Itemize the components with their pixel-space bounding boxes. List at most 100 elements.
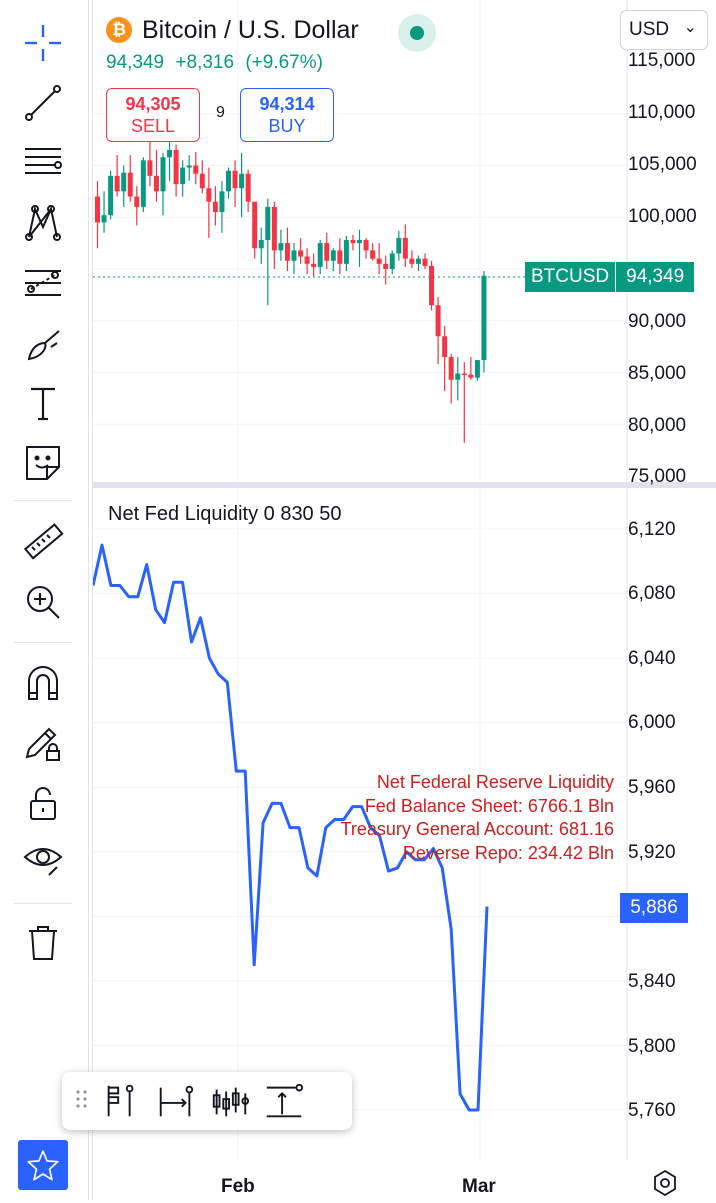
- unlock-icon[interactable]: [18, 778, 68, 828]
- candle-body: [108, 175, 114, 216]
- annotation-line: Fed Balance Sheet: 6766.1 Bln: [364, 795, 614, 816]
- candle-body: [278, 243, 284, 251]
- candle-body: [153, 175, 159, 192]
- ruler-icon[interactable]: [18, 517, 68, 567]
- forecast-icon[interactable]: [18, 258, 68, 308]
- chart-area[interactable]: [92, 0, 716, 1200]
- indicator-axis-label: 5,920: [628, 842, 676, 863]
- chart-settings-gear-icon[interactable]: [650, 1168, 680, 1198]
- sell-label: SELL: [130, 116, 176, 136]
- bars-pattern-icon[interactable]: [208, 1079, 252, 1123]
- magnet-icon[interactable]: [18, 658, 68, 708]
- price-axis-label: 90,000: [628, 311, 687, 332]
- candle-body: [415, 258, 421, 264]
- badge-symbol: BTCUSD: [525, 262, 617, 292]
- favorite-star-button[interactable]: [18, 1140, 68, 1190]
- time-axis-label: Mar: [462, 1176, 496, 1197]
- candle-body: [383, 263, 389, 269]
- candle-body: [474, 360, 480, 378]
- candle-body: [304, 256, 310, 264]
- candle-body: [402, 237, 408, 259]
- liquidity-line: [93, 543, 489, 1112]
- indicator-axis-label: 5,760: [628, 1100, 676, 1121]
- trash-icon[interactable]: [18, 918, 68, 968]
- candle-body: [252, 201, 258, 249]
- candle-body: [239, 173, 245, 189]
- brush-icon[interactable]: [18, 318, 68, 368]
- price-axis-label: 105,000: [628, 154, 697, 175]
- last-price-badge: BTCUSD 94,349: [525, 262, 695, 292]
- flag-marker-icon[interactable]: [100, 1079, 144, 1123]
- trend-line-icon[interactable]: [18, 78, 68, 128]
- fib-levels-icon[interactable]: [18, 138, 68, 188]
- candle-body: [455, 373, 461, 380]
- sticker-icon[interactable]: [18, 438, 68, 488]
- price-axis-label: 75,000: [628, 466, 687, 487]
- candle-body: [330, 250, 336, 261]
- sell-button[interactable]: 94,305 SELL: [106, 88, 200, 142]
- candle-body: [337, 250, 343, 264]
- currency-select[interactable]: USD ⌄: [620, 10, 708, 50]
- star-icon: [27, 1150, 59, 1181]
- lock-drawings-icon[interactable]: [18, 718, 68, 768]
- candle-body: [265, 206, 271, 241]
- chevron-down-icon: ⌄: [683, 19, 697, 36]
- toolbar-divider: [14, 642, 72, 643]
- candle-body: [95, 196, 100, 223]
- toolbar-divider: [14, 903, 72, 904]
- candle-body: [429, 265, 435, 306]
- indicator-annotation: Net Federal Reserve Liquidity Fed Balanc…: [341, 771, 615, 865]
- price-axis-label: 100,000: [628, 206, 697, 227]
- annotation-line: Treasury General Account: 681.16: [340, 819, 615, 839]
- indicator-value-badge: 5,886: [620, 893, 688, 923]
- candle-body: [232, 170, 238, 189]
- date-range-icon[interactable]: [154, 1079, 198, 1123]
- indicator-axis-label: 6,120: [628, 519, 676, 540]
- candle-body: [134, 196, 140, 207]
- candle-body: [350, 240, 356, 244]
- price-range-icon[interactable]: [262, 1079, 306, 1123]
- candle-body: [212, 201, 218, 213]
- indicator-title[interactable]: Net Fed Liquidity 0 830 50: [108, 503, 342, 525]
- grid-lines: [93, 0, 628, 1160]
- buy-label: BUY: [268, 116, 306, 136]
- candle-body: [199, 173, 205, 189]
- pane-separator[interactable]: [93, 482, 716, 488]
- candle-body: [389, 253, 395, 269]
- indicator-axis-label: 6,080: [628, 583, 676, 604]
- candles: [95, 136, 487, 443]
- price-axis-label: 115,000: [628, 50, 696, 71]
- indicator-axis-label: 6,040: [628, 648, 676, 669]
- visibility-eye-icon[interactable]: [18, 832, 68, 882]
- candle-body: [167, 149, 173, 158]
- chart-canvas[interactable]: [93, 0, 716, 1200]
- candle-body: [284, 243, 290, 261]
- spread-value: 9: [216, 104, 225, 121]
- candle-body: [180, 167, 186, 185]
- candle-body: [422, 258, 428, 266]
- candle-body: [311, 263, 317, 267]
- zoom-in-icon[interactable]: [18, 577, 68, 627]
- drag-handle-icon[interactable]: [74, 1087, 90, 1116]
- symbol-header: ₿ Bitcoin / U.S. Dollar 94,349 +8,316 (+…: [106, 12, 436, 142]
- text-tool-icon[interactable]: [18, 378, 68, 428]
- pattern-icon[interactable]: [18, 198, 68, 248]
- buy-button[interactable]: 94,314 BUY: [240, 88, 334, 142]
- bitcoin-logo-icon: ₿: [106, 17, 132, 43]
- candle-body: [370, 250, 376, 259]
- indicator-axis-label: 5,960: [628, 777, 676, 798]
- candle-body: [226, 170, 231, 192]
- candle-body: [160, 157, 166, 192]
- candle-body: [147, 160, 153, 176]
- crosshair-icon[interactable]: [18, 18, 68, 68]
- candle-body: [271, 206, 277, 251]
- candle-body: [186, 165, 192, 168]
- symbol-title[interactable]: Bitcoin / U.S. Dollar: [142, 15, 359, 44]
- candle-body: [435, 305, 441, 337]
- badge-price: 94,349: [616, 262, 695, 292]
- candle-body: [468, 374, 474, 378]
- price-change-percent: (+9.67%): [245, 52, 323, 73]
- price-axis-label: 85,000: [628, 363, 687, 384]
- time-axis-label: Feb: [221, 1176, 255, 1197]
- candle-body: [448, 356, 454, 380]
